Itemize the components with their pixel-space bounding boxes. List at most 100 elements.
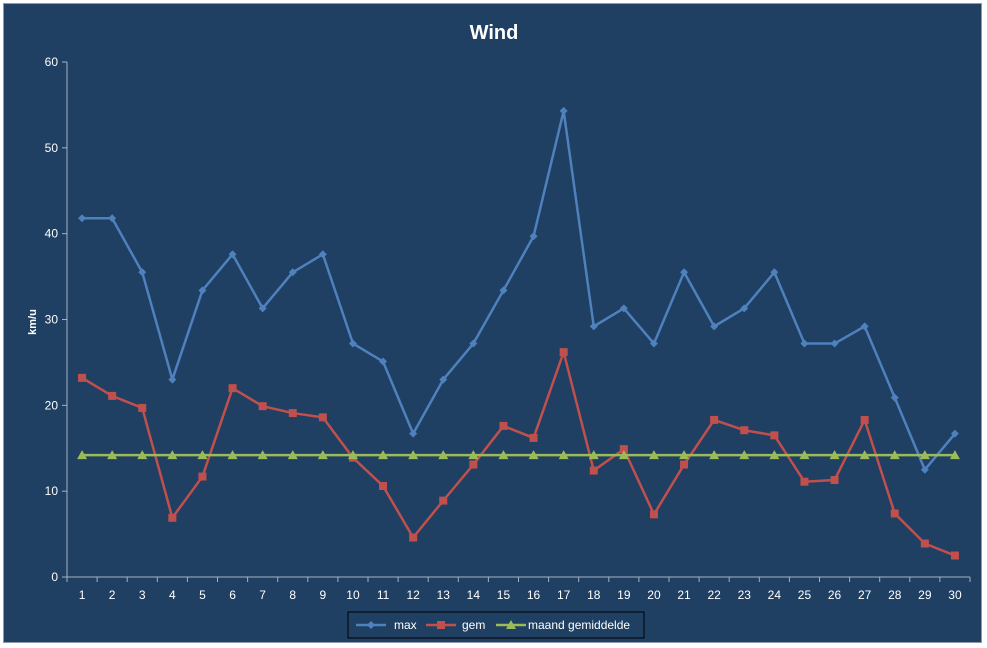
x-tick-label: 27	[858, 588, 872, 602]
data-point	[680, 268, 689, 277]
data-point	[469, 339, 478, 348]
data-point	[318, 413, 327, 422]
data-point	[529, 232, 538, 241]
data-point	[890, 509, 899, 518]
chart-area: Wind km/u 0 10 20 30 40 50 60 1 2 3 4 5 6 7 8 9 10 11 12 13…	[3, 3, 982, 643]
series-gem	[78, 348, 959, 560]
data-point	[78, 373, 87, 382]
data-point	[799, 450, 810, 460]
data-point	[740, 304, 749, 313]
data-point	[198, 286, 207, 295]
data-point	[559, 348, 568, 357]
x-tick-label: 26	[828, 588, 842, 602]
data-point	[379, 482, 388, 491]
data-point	[950, 551, 959, 560]
data-point	[439, 375, 448, 384]
y-tick-label: 30	[45, 313, 59, 327]
x-tick-label: 5	[199, 588, 206, 602]
data-point	[168, 513, 177, 522]
data-point	[227, 450, 238, 460]
x-tick-label: 21	[677, 588, 691, 602]
data-point	[829, 450, 840, 460]
data-point	[860, 415, 869, 424]
legend-marker	[437, 621, 445, 629]
y-tick-label: 40	[45, 227, 59, 241]
data-point	[919, 450, 930, 460]
legend-box	[347, 611, 645, 639]
data-point	[379, 357, 388, 366]
x-tick-label: 7	[259, 588, 266, 602]
data-point	[529, 433, 538, 442]
data-point	[469, 460, 478, 469]
data-point	[409, 429, 418, 438]
data-point	[619, 304, 628, 313]
data-point	[318, 250, 327, 259]
x-tick-label: 29	[918, 588, 932, 602]
x-tick-label: 13	[437, 588, 451, 602]
x-tick-label: 12	[406, 588, 420, 602]
data-point	[347, 450, 358, 460]
data-point	[679, 450, 690, 460]
data-point	[228, 250, 237, 259]
data-point	[197, 450, 208, 460]
data-point	[949, 450, 960, 460]
data-point	[258, 304, 267, 313]
data-point	[920, 465, 929, 474]
data-point	[168, 375, 177, 384]
x-tick-label: 15	[497, 588, 511, 602]
x-tick-label: 23	[738, 588, 752, 602]
x-tick-label: 16	[527, 588, 541, 602]
series-max	[78, 106, 959, 474]
data-point	[78, 214, 87, 223]
y-tick-label: 50	[45, 141, 59, 155]
data-point	[830, 339, 839, 348]
x-tick-label: 30	[948, 588, 962, 602]
data-point	[378, 450, 389, 460]
series-maand-gemiddelde	[77, 450, 960, 460]
data-point	[558, 450, 569, 460]
legend-label: maand gemiddelde	[528, 618, 630, 632]
data-point	[288, 268, 297, 277]
data-point	[137, 450, 148, 460]
y-tick-label: 20	[45, 398, 59, 412]
x-tick-label: 9	[320, 588, 327, 602]
data-point	[439, 496, 448, 505]
x-tick-label: 24	[768, 588, 782, 602]
x-tick-label: 4	[169, 588, 176, 602]
data-point	[589, 466, 598, 475]
data-point	[589, 322, 598, 331]
data-point	[257, 450, 268, 460]
data-point	[859, 450, 870, 460]
y-tick-label: 0	[51, 570, 58, 584]
data-point	[588, 450, 599, 460]
data-point	[740, 426, 749, 435]
x-tick-label: 2	[109, 588, 116, 602]
x-tick-label: 14	[467, 588, 481, 602]
data-point	[618, 450, 629, 460]
data-point	[138, 403, 147, 412]
data-point	[108, 391, 117, 400]
data-point	[499, 286, 508, 295]
x-tick-label: 3	[139, 588, 146, 602]
data-point	[649, 510, 658, 519]
x-tick-label: 17	[557, 588, 571, 602]
y-tick-label: 60	[45, 55, 59, 69]
data-point	[167, 450, 178, 460]
y-axis-title: km/u	[27, 309, 39, 335]
legend-marker	[506, 620, 516, 629]
data-point	[287, 450, 298, 460]
legend: max gem maand gemiddelde	[347, 611, 645, 639]
data-point	[680, 460, 689, 469]
data-point	[770, 431, 779, 440]
series-line	[81, 350, 956, 557]
data-point	[739, 450, 750, 460]
data-point	[468, 450, 479, 460]
data-point	[108, 214, 117, 223]
data-point	[710, 415, 719, 424]
data-point	[889, 450, 900, 460]
x-tick-label: 6	[229, 588, 236, 602]
data-point	[499, 421, 508, 430]
data-point	[438, 450, 449, 460]
legend-marker	[367, 621, 375, 629]
